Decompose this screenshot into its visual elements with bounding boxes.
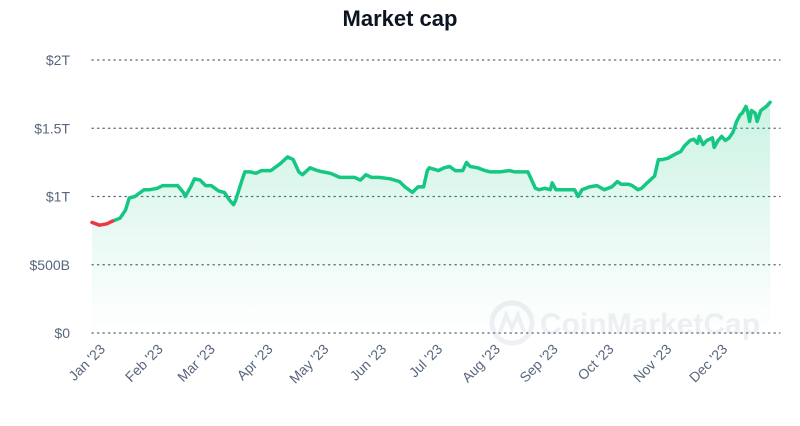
x-tick-label: Sep '23 — [516, 341, 561, 386]
y-tick-label: $1.5T — [34, 120, 70, 136]
x-tick-label: Jan '23 — [65, 341, 108, 384]
y-tick-label: $1T — [46, 189, 71, 205]
x-tick-label: Feb '23 — [122, 341, 166, 385]
x-tick-label: Mar '23 — [174, 341, 218, 385]
y-tick-label: $0 — [54, 325, 70, 341]
x-tick-label: May '23 — [286, 341, 332, 387]
x-tick-label: Jun '23 — [347, 341, 390, 384]
x-tick-label: Jul '23 — [406, 341, 446, 381]
chart-title: Market cap — [342, 6, 458, 31]
y-tick-label: $2T — [46, 52, 71, 68]
x-tick-label: Dec '23 — [686, 341, 731, 386]
series-line-down — [90, 219, 115, 227]
area-fill — [92, 102, 771, 333]
series-line-up — [110, 100, 772, 223]
x-tick-label: Apr '23 — [233, 341, 276, 384]
x-tick-label: Oct '23 — [574, 341, 617, 384]
x-tick-label: Nov '23 — [630, 341, 675, 386]
y-tick-label: $500B — [30, 257, 70, 273]
x-tick-label: Aug '23 — [458, 341, 503, 386]
